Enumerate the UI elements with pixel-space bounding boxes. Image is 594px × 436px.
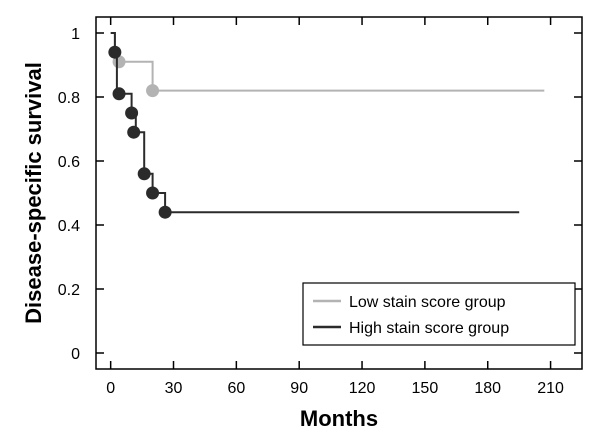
x-axis-title: Months	[300, 406, 378, 431]
tick-labels: 0 30 60 90 120 150 180 210 0 0.2 0.4 0.6 0.8 1	[58, 26, 564, 397]
axis-ticks	[96, 17, 582, 369]
y-tick-label-1: 0.2	[58, 282, 80, 299]
series-0-marker-1	[146, 84, 160, 98]
y-tick-label-0: 0	[71, 346, 80, 363]
legend-label-0: Low stain score group	[349, 294, 506, 311]
plot-frame	[95, 16, 583, 370]
x-tick-label-7: 210	[537, 380, 564, 397]
x-tick-label-4: 120	[349, 380, 376, 397]
series-layer	[108, 32, 545, 219]
series-1-marker-0	[108, 45, 122, 59]
x-tick-label-5: 150	[412, 380, 439, 397]
series-1-marker-4	[137, 167, 151, 181]
y-tick-label-2: 0.4	[58, 218, 80, 235]
series-1	[108, 32, 520, 219]
x-tick-label-0: 0	[106, 380, 115, 397]
series-1-marker-3	[127, 125, 141, 139]
legend-label-1: High stain score group	[349, 320, 509, 337]
x-tick-label-1: 30	[165, 380, 183, 397]
x-tick-label-3: 90	[290, 380, 308, 397]
series-0-line	[110, 32, 545, 92]
series-1-marker-6	[158, 205, 172, 219]
series-1-marker-1	[112, 87, 126, 101]
legend: Low stain score group High stain score gr…	[302, 282, 576, 346]
x-tick-label-2: 60	[227, 380, 245, 397]
y-axis-title: Disease-specific survival	[21, 62, 46, 324]
y-tick-label-3: 0.6	[58, 154, 80, 171]
series-0	[110, 32, 545, 98]
x-tick-label-6: 180	[474, 380, 501, 397]
legend-box	[302, 282, 576, 346]
series-1-marker-2	[125, 106, 139, 120]
series-1-line	[110, 32, 520, 214]
y-tick-label-4: 0.8	[58, 90, 80, 107]
series-1-marker-5	[146, 186, 160, 200]
y-tick-label-5: 1	[71, 26, 80, 43]
